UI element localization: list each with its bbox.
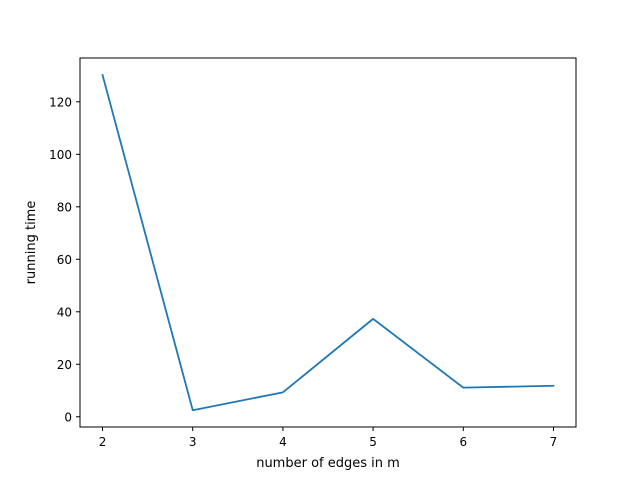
y-axis-ticks: 0 20 40 60 80 100 120 — [49, 95, 80, 424]
x-tick-label: 3 — [189, 435, 197, 449]
y-tick-label: 120 — [49, 95, 72, 109]
x-tick-label: 4 — [279, 435, 287, 449]
y-tick-label: 100 — [49, 148, 72, 162]
x-tick-label: 5 — [369, 435, 377, 449]
x-axis-label: number of edges in m — [256, 456, 400, 471]
series-line-1 — [101, 73, 555, 412]
y-tick-label: 40 — [57, 305, 72, 319]
y-tick-label: 0 — [64, 410, 72, 424]
x-tick-label: 7 — [550, 435, 558, 449]
y-tick-label: 20 — [57, 358, 72, 372]
x-axis-ticks: 2 3 4 5 6 7 — [99, 427, 558, 449]
plot-background — [80, 58, 576, 427]
x-tick-label: 6 — [459, 435, 467, 449]
y-tick-label: 60 — [57, 253, 72, 267]
plot-frame — [79, 57, 577, 428]
y-tick-label: 80 — [57, 200, 72, 214]
y-axis-label: running time — [24, 201, 39, 285]
series-layer — [101, 73, 555, 412]
x-tick-label: 2 — [99, 435, 107, 449]
